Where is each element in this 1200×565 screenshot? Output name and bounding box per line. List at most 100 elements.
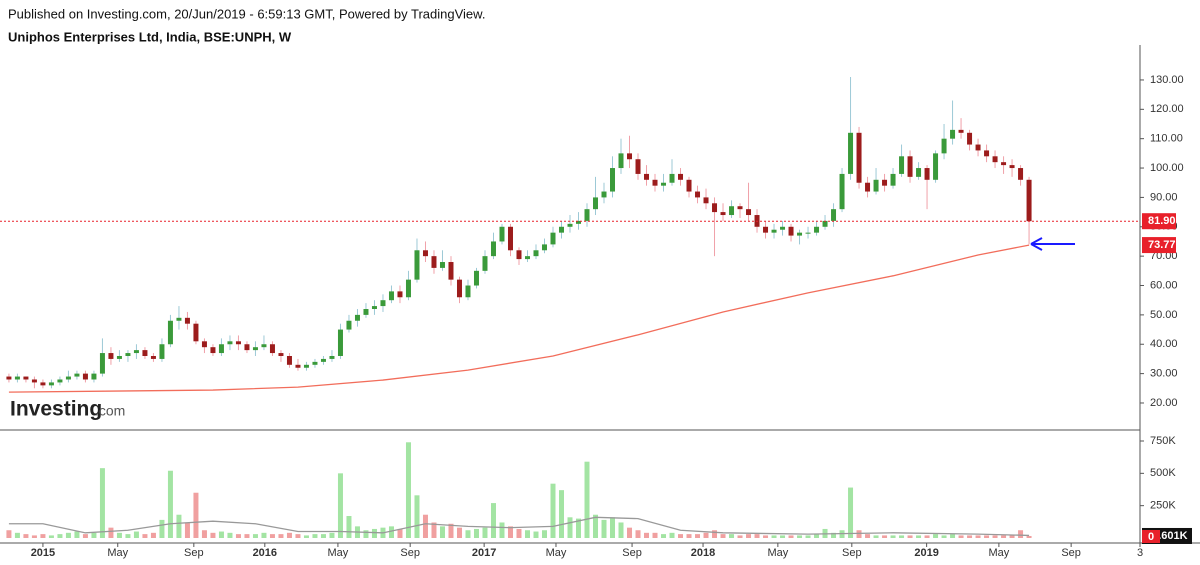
volume-bar — [473, 528, 479, 538]
candle-body — [703, 197, 709, 204]
candle-body — [414, 250, 420, 280]
y-tick-label: 120.00 — [1150, 103, 1184, 115]
volume-bar — [814, 534, 820, 538]
x-tick-label: May — [107, 547, 128, 559]
volume-bar — [14, 532, 20, 538]
volume-bar — [712, 530, 718, 538]
volume-bar — [533, 531, 539, 538]
candle-body — [627, 153, 633, 160]
y-tick-label: 20.00 — [1150, 397, 1178, 409]
volume-bar — [346, 516, 352, 538]
candle-body — [23, 376, 29, 380]
volume-bar — [320, 534, 326, 538]
volume-bar — [167, 470, 173, 538]
candle-body — [65, 376, 71, 380]
y-tick-label: 90.00 — [1150, 191, 1178, 203]
volume-bar — [1018, 530, 1024, 538]
volume-bar — [652, 532, 658, 538]
x-tick-label: Sep — [1061, 547, 1081, 559]
volume-bar — [482, 527, 488, 538]
candle-body — [865, 182, 871, 192]
y-tick-label: 250K — [1150, 500, 1176, 512]
candle-body — [176, 317, 182, 321]
volume-bar — [780, 535, 786, 538]
candle-body — [1026, 179, 1032, 222]
y-tick-label: 30.00 — [1150, 368, 1178, 380]
candle-body — [763, 226, 769, 233]
volume-bar — [286, 532, 292, 538]
candle-body — [261, 344, 267, 348]
volume-bar — [405, 442, 411, 538]
candle-body — [576, 220, 582, 224]
volume-bar — [593, 514, 599, 538]
moving-average — [8, 244, 1030, 393]
ma-label: 73.77 — [1148, 239, 1176, 251]
candle-body — [346, 320, 352, 330]
candle-body — [916, 168, 922, 177]
volume-bar — [601, 519, 607, 538]
volume-bar — [6, 530, 12, 538]
volume-bar — [278, 534, 284, 538]
volume-bar — [627, 527, 633, 538]
candle-body — [142, 350, 148, 356]
volume-bar — [661, 534, 667, 538]
volume-average — [8, 516, 1030, 537]
x-tick-label: 2018 — [691, 547, 715, 559]
volume-bar — [363, 530, 369, 538]
candle-body — [984, 150, 990, 157]
volume-bar — [193, 492, 199, 538]
x-tick-label: 2019 — [914, 547, 938, 559]
volume-bar — [984, 535, 990, 538]
candle-body — [882, 179, 888, 186]
x-tick-label: 3 — [1137, 547, 1143, 559]
zero-badge — [1142, 530, 1160, 543]
volume-bar — [142, 534, 148, 538]
candle-body — [295, 364, 301, 368]
candle-body — [14, 376, 20, 380]
x-tick-label: Sep — [842, 547, 862, 559]
volume-bar — [941, 535, 947, 538]
volume-bar — [99, 468, 105, 538]
candle-body — [746, 209, 752, 216]
volume-bar — [91, 532, 97, 538]
y-tick-label: 130.00 — [1150, 74, 1184, 86]
candle-body — [550, 232, 556, 245]
volume-bar — [890, 535, 896, 538]
candle-body — [312, 361, 318, 365]
candle-body — [210, 347, 216, 354]
volume-bar — [184, 522, 190, 538]
x-tick-label: 2017 — [472, 547, 496, 559]
y-tick-label: 750K — [1150, 435, 1176, 447]
volume-bar — [82, 534, 88, 538]
candle-body — [558, 226, 564, 233]
candle-body — [82, 373, 88, 380]
volume-bar — [873, 535, 879, 538]
volume-bar — [644, 532, 650, 538]
candle-body — [848, 132, 854, 174]
candle-body — [286, 355, 292, 365]
volume-bar — [899, 535, 905, 538]
chart-title: Uniphos Enterprises Ltd, India, BSE:UNPH… — [8, 29, 292, 44]
candle-body — [57, 379, 63, 383]
candle-body — [99, 353, 105, 374]
candle-body — [6, 376, 12, 380]
candle-body — [524, 256, 530, 260]
last-price-badge — [1142, 213, 1176, 230]
volume-bar — [618, 522, 624, 538]
candle-body — [448, 262, 454, 280]
volume-bar — [524, 530, 530, 538]
candle-body — [601, 191, 607, 198]
volume-bar — [176, 514, 182, 538]
published-note: Published on Investing.com, 20/Jun/2019 … — [8, 6, 485, 21]
candle-body — [567, 223, 573, 227]
candle-body — [371, 306, 377, 310]
candle-body — [771, 229, 777, 233]
volume-bar — [967, 535, 973, 538]
volume-bar — [227, 532, 233, 538]
volume-bar — [312, 534, 318, 538]
candle-body — [975, 144, 981, 151]
candle-body — [805, 232, 811, 234]
candle-body — [499, 226, 505, 242]
volume-bar — [507, 526, 513, 538]
